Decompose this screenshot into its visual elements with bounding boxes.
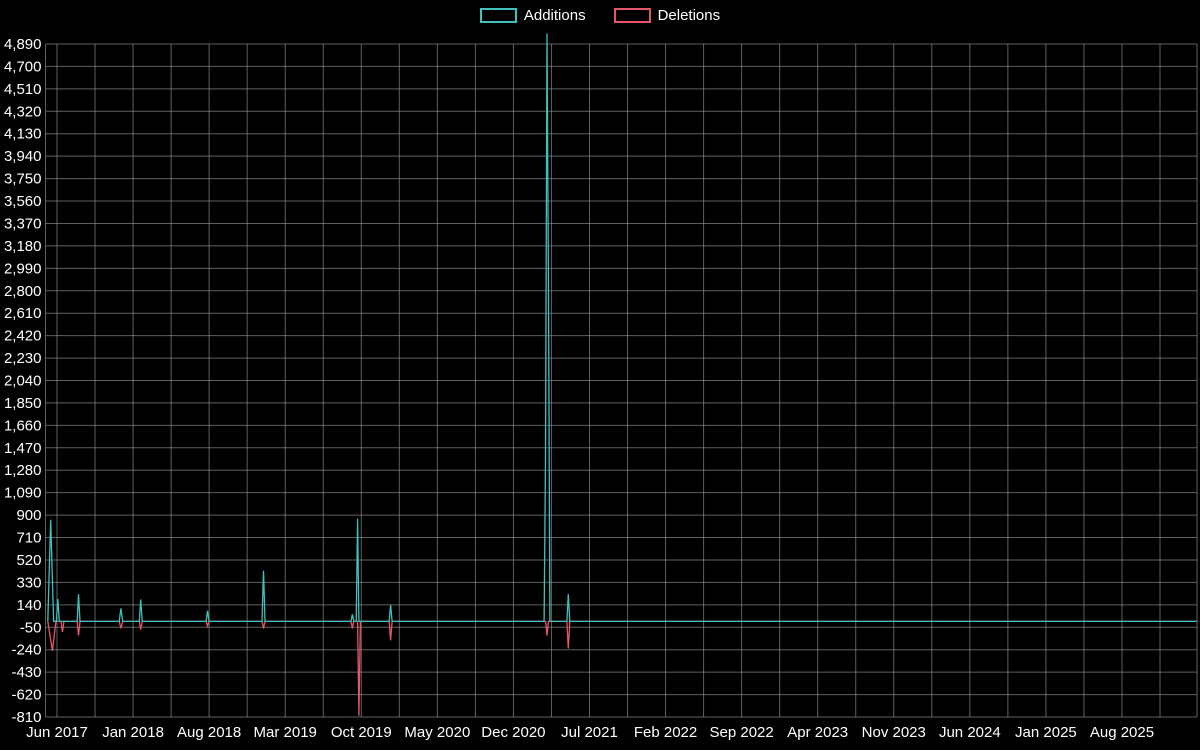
additions-legend-swatch-icon	[479, 8, 517, 23]
y-tick-label: 1,280	[4, 462, 42, 479]
y-tick-label: -810	[11, 709, 41, 726]
x-tick-label: Aug 2018	[177, 724, 241, 741]
x-tick-label: Jun 2024	[939, 724, 1001, 741]
y-tick-label: 710	[16, 530, 41, 547]
y-tick-label: 2,610	[4, 305, 42, 322]
x-tick-label: Dec 2020	[481, 724, 545, 741]
deletions-legend-swatch-icon	[613, 8, 651, 23]
y-tick-label: 1,850	[4, 395, 42, 412]
series-line-deletions	[47, 620, 1197, 716]
y-tick-label: 4,700	[4, 58, 42, 75]
y-tick-label: 520	[16, 552, 41, 569]
x-tick-label: May 2020	[404, 724, 470, 741]
chart-legend: Additions Deletions	[0, 7, 1200, 24]
y-tick-label: -240	[11, 642, 41, 659]
y-tick-label: 2,230	[4, 350, 42, 367]
y-tick-label: 4,320	[4, 103, 42, 120]
x-tick-label: Feb 2022	[634, 724, 697, 741]
x-tick-label: Oct 2019	[331, 724, 392, 741]
y-tick-label: 3,370	[4, 215, 42, 232]
y-tick-label: 3,560	[4, 193, 42, 210]
y-tick-label: 2,420	[4, 328, 42, 345]
x-tick-label: Jul 2021	[561, 724, 618, 741]
y-tick-label: 1,090	[4, 485, 42, 502]
y-tick-label: 900	[16, 507, 41, 524]
legend-item-additions[interactable]: Additions	[479, 7, 586, 24]
y-tick-label: 4,890	[4, 36, 42, 53]
y-tick-label: -50	[20, 619, 42, 636]
x-tick-label: Sep 2022	[710, 724, 774, 741]
series-line-additions	[47, 33, 1197, 623]
x-tick-label: Apr 2023	[787, 724, 848, 741]
x-tick-label: Nov 2023	[862, 724, 926, 741]
y-tick-label: 3,180	[4, 238, 42, 255]
y-tick-label: 3,750	[4, 171, 42, 188]
x-tick-label: Jun 2017	[26, 724, 88, 741]
y-tick-label: 2,800	[4, 283, 42, 300]
y-tick-label: 2,040	[4, 373, 42, 390]
deletions-legend-label: Deletions	[657, 7, 721, 24]
legend-item-deletions[interactable]: Deletions	[613, 7, 721, 24]
y-tick-label: 4,510	[4, 81, 42, 98]
y-tick-label: 3,940	[4, 148, 42, 165]
x-tick-label: Jan 2018	[102, 724, 164, 741]
x-tick-label: Mar 2019	[254, 724, 317, 741]
y-tick-label: 2,990	[4, 260, 42, 277]
y-tick-label: -430	[11, 664, 41, 681]
y-tick-label: 330	[16, 574, 41, 591]
x-tick-label: Jan 2025	[1015, 724, 1077, 741]
y-tick-label: 1,660	[4, 417, 42, 434]
y-tick-label: 4,130	[4, 126, 42, 143]
additions-legend-label: Additions	[523, 7, 586, 24]
y-tick-label: -620	[11, 687, 41, 704]
x-tick-label: Aug 2025	[1090, 724, 1154, 741]
y-tick-label: 1,470	[4, 440, 42, 457]
y-tick-label: 140	[16, 597, 41, 614]
